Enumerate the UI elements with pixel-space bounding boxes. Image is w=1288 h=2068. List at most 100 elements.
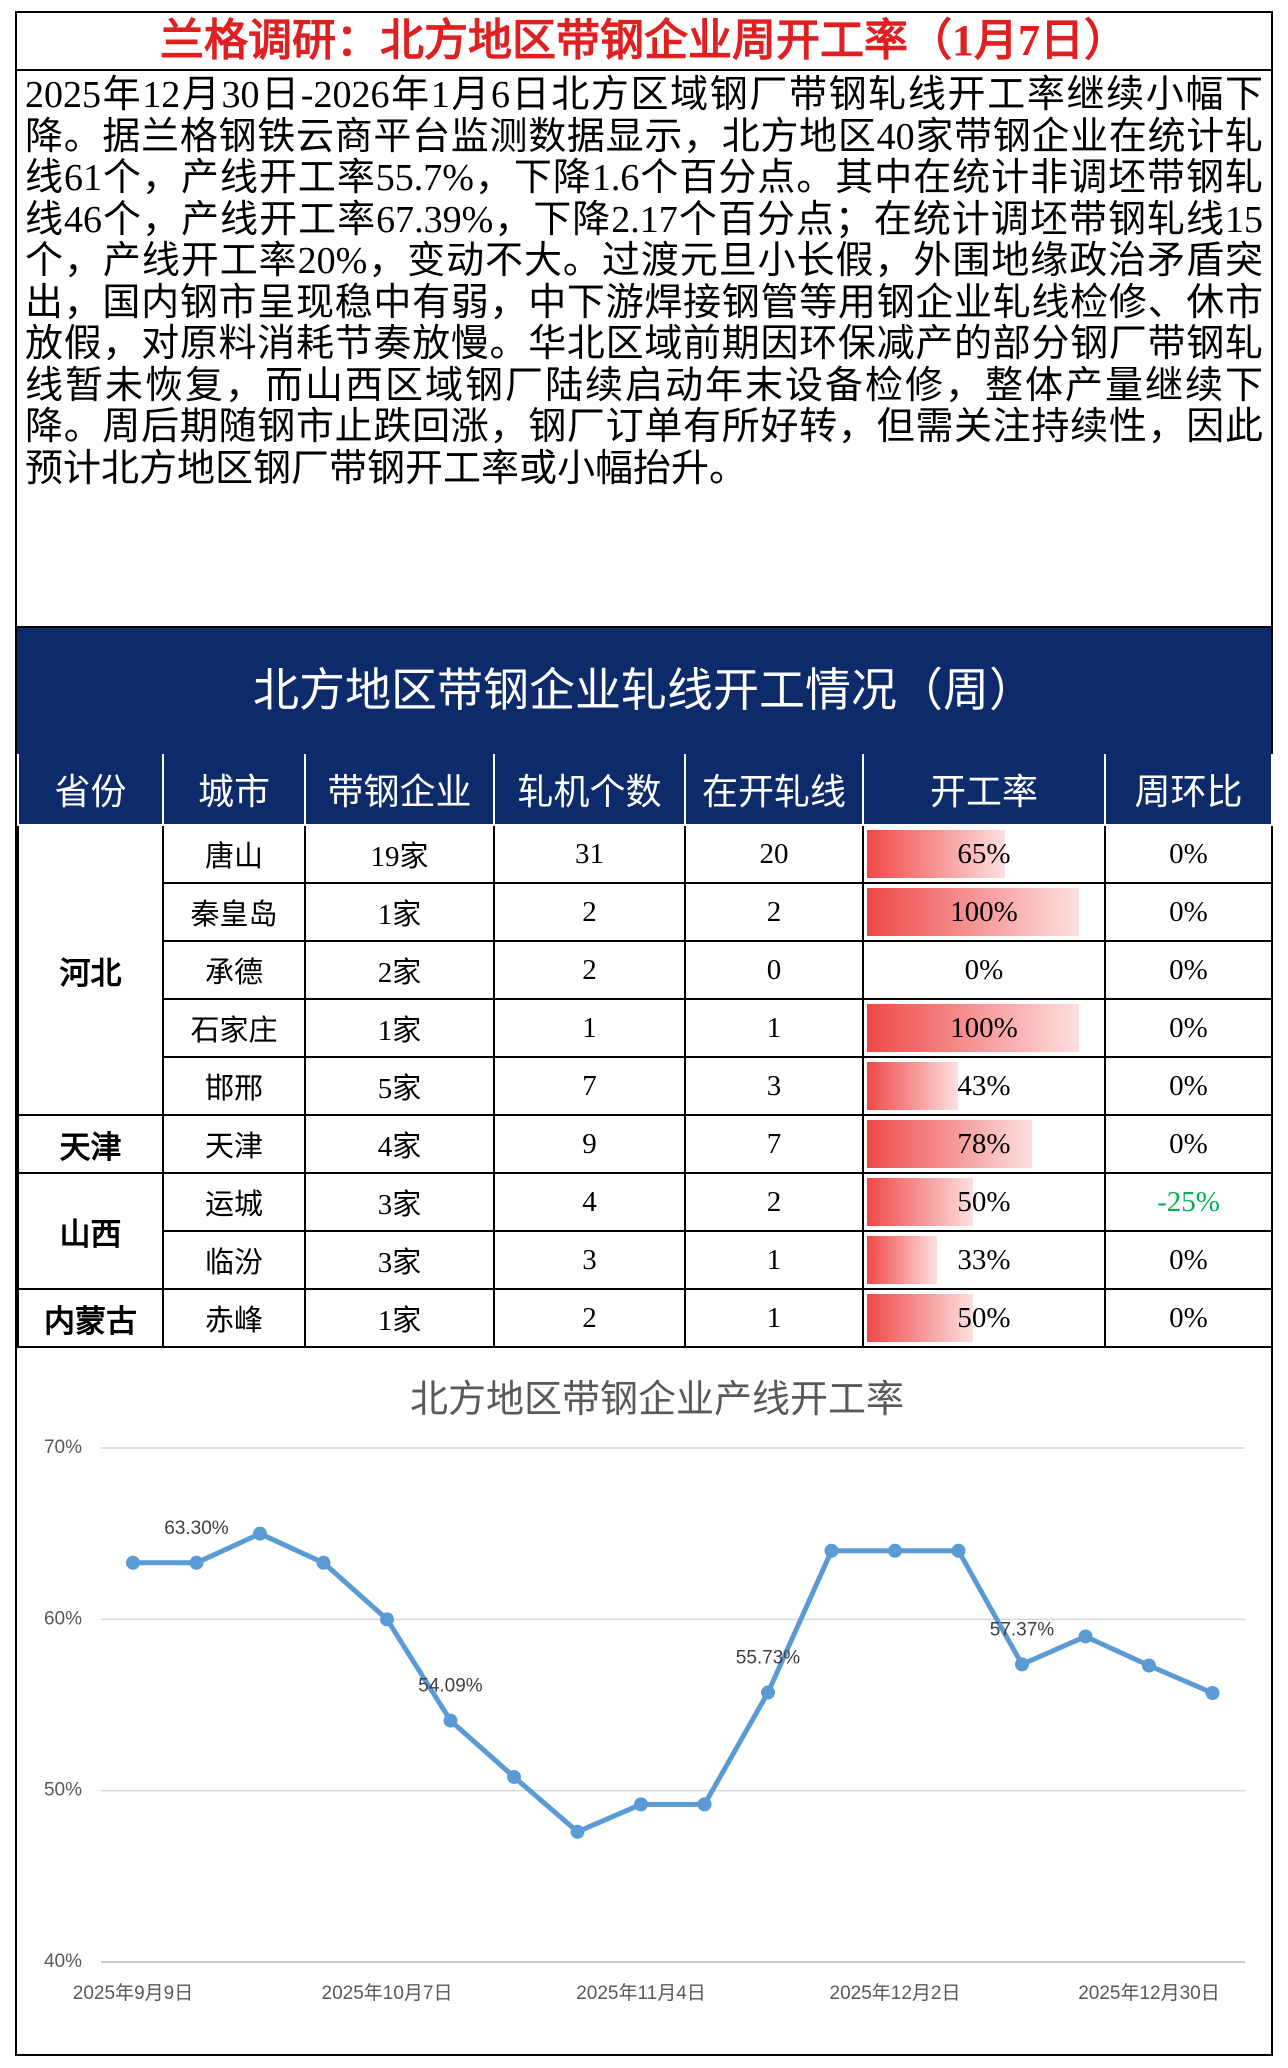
province-cell: 山西: [17, 1172, 164, 1290]
running-cell: 1: [684, 1230, 864, 1290]
mills-cell: 1: [493, 998, 686, 1058]
running-cell: 2: [684, 882, 864, 942]
city-cell: 赤峰: [162, 1288, 306, 1348]
city-cell: 天津: [162, 1114, 306, 1174]
city-cell: 邯邢: [162, 1056, 306, 1116]
rate-cell: 65%: [862, 824, 1106, 884]
point: [1205, 1686, 1220, 1701]
running-cell: 20: [684, 824, 864, 884]
rate-cell: 50%: [862, 1288, 1106, 1348]
rate-bar: [867, 1120, 1033, 1168]
column-header: 省份: [17, 754, 164, 826]
x-tick-label: 2025年10月7日: [322, 1982, 453, 2004]
wow-cell: 0%: [1104, 940, 1273, 1000]
point: [570, 1824, 585, 1839]
wow-cell: 0%: [1104, 998, 1273, 1058]
wow-cell: 0%: [1104, 1114, 1273, 1174]
column-header: 开工率: [862, 754, 1106, 826]
point: [126, 1555, 140, 1570]
province-cell: 河北: [17, 824, 164, 1116]
paragraph: 2025年12月30日-2026年1月6日北方区域钢厂带钢轧线开工率继续小幅下降…: [17, 71, 1271, 628]
x-tick-label: 2025年12月2日: [830, 1982, 961, 2004]
mills-cell: 2: [493, 882, 686, 942]
point: [380, 1612, 394, 1627]
wow-cell: 0%: [1104, 1056, 1273, 1116]
rate-bar: [867, 1178, 973, 1226]
rate-bar: [867, 1236, 937, 1284]
rate-cell: 100%: [862, 882, 1106, 942]
mills-cell: 3: [493, 1230, 686, 1290]
x-tick-label: 2025年9月9日: [73, 1982, 193, 2004]
rate-bar: [867, 888, 1079, 936]
value-label: 63.30%: [164, 1518, 229, 1539]
x-tick-label: 2025年12月30日: [1078, 1982, 1220, 2004]
table-row: 承德 2家 2 0 0% 0%: [18, 940, 1273, 1000]
city-cell: 临汾: [162, 1230, 306, 1290]
rate-label: 65%: [957, 837, 1011, 870]
chart-title: 北方地区带钢企业产线开工率: [410, 1379, 904, 1421]
running-cell: 1: [684, 1288, 864, 1348]
wow-cell: 0%: [1104, 1230, 1273, 1290]
running-cell: 2: [684, 1172, 864, 1232]
city-cell: 唐山: [162, 824, 306, 884]
point: [1078, 1629, 1093, 1644]
page-title: 兰格调研：北方地区带钢企业周开工率（1月7日）: [17, 13, 1271, 71]
companies-cell: 3家: [304, 1172, 495, 1232]
province-cell: 天津: [17, 1114, 164, 1174]
mills-cell: 7: [493, 1056, 686, 1116]
value-label: 57.37%: [990, 1619, 1055, 1640]
companies-cell: 1家: [304, 882, 495, 942]
rate-cell: 43%: [862, 1056, 1106, 1116]
rate-bar: [867, 1294, 973, 1342]
table-row: 河北 唐山 19家 31 20 65% 0%: [17, 824, 1273, 1116]
point: [951, 1543, 966, 1558]
point: [888, 1543, 902, 1558]
wow-cell: 0%: [1104, 824, 1273, 884]
rate-label: 100%: [950, 1011, 1018, 1044]
wow-cell: -25%: [1104, 1172, 1273, 1232]
mills-cell: 31: [493, 824, 686, 884]
running-cell: 3: [684, 1056, 864, 1116]
running-cell: 1: [684, 998, 864, 1058]
companies-cell: 5家: [304, 1056, 495, 1116]
companies-cell: 19家: [304, 824, 495, 884]
rate-bar: [867, 1062, 959, 1110]
point: [1015, 1657, 1029, 1672]
rate-bar: [867, 830, 1005, 878]
wow-cell: 0%: [1104, 1288, 1273, 1348]
y-tick-label: 70%: [44, 1437, 82, 1458]
running-cell: 0: [684, 940, 864, 1000]
city-cell: 秦皇岛: [162, 882, 306, 942]
running-cell: 7: [684, 1114, 864, 1174]
rate-cell: 0%: [862, 940, 1106, 1000]
column-header: 城市: [162, 754, 306, 826]
chart: 北方地区带钢企业产线开工率 40% 50% 60% 70% 2025年9月9日 2025年…: [44, 1379, 1245, 2004]
rate-label: 0%: [964, 953, 1004, 986]
mills-cell: 2: [493, 940, 686, 1000]
rate-label: 43%: [957, 1069, 1011, 1102]
column-header: 轧机个数: [493, 754, 686, 826]
table-row: 天津 天津 4家 9 7 78% 0%: [17, 1114, 1273, 1174]
rate-cell: 50%: [862, 1172, 1106, 1232]
mills-cell: 9: [493, 1114, 686, 1174]
point: [443, 1713, 458, 1728]
mills-cell: 4: [493, 1172, 686, 1232]
y-tick-label: 40%: [44, 1951, 82, 1972]
point: [1142, 1658, 1156, 1673]
frame: 兰格调研：北方地区带钢企业周开工率（1月7日） 2025年12月30日-2026…: [15, 11, 1273, 2056]
value-label: 55.73%: [736, 1648, 801, 1669]
x-tick-label: 2025年11月4日: [576, 1982, 706, 2004]
column-header: 周环比: [1104, 754, 1273, 826]
table: 省份 城市 带钢企业 轧机个数 在开轧线 开工率 周环比 河北 唐山 19家 31 20 65% 0% 秦…: [17, 754, 1273, 1348]
rate-label: 33%: [957, 1243, 1011, 1276]
table-row: 临汾 3家 3 1 33% 0%: [18, 1230, 1273, 1290]
table-title: 北方地区带钢企业轧线开工情况（周）: [17, 628, 1271, 754]
city-cell: 承德: [162, 940, 306, 1000]
companies-cell: 2家: [304, 940, 495, 1000]
rate-label: 78%: [957, 1127, 1011, 1160]
table-row: 邯邢 5家 7 3 43% 0%: [18, 1056, 1273, 1116]
rate-label: 100%: [950, 895, 1018, 928]
point: [316, 1555, 331, 1570]
point: [761, 1685, 775, 1700]
